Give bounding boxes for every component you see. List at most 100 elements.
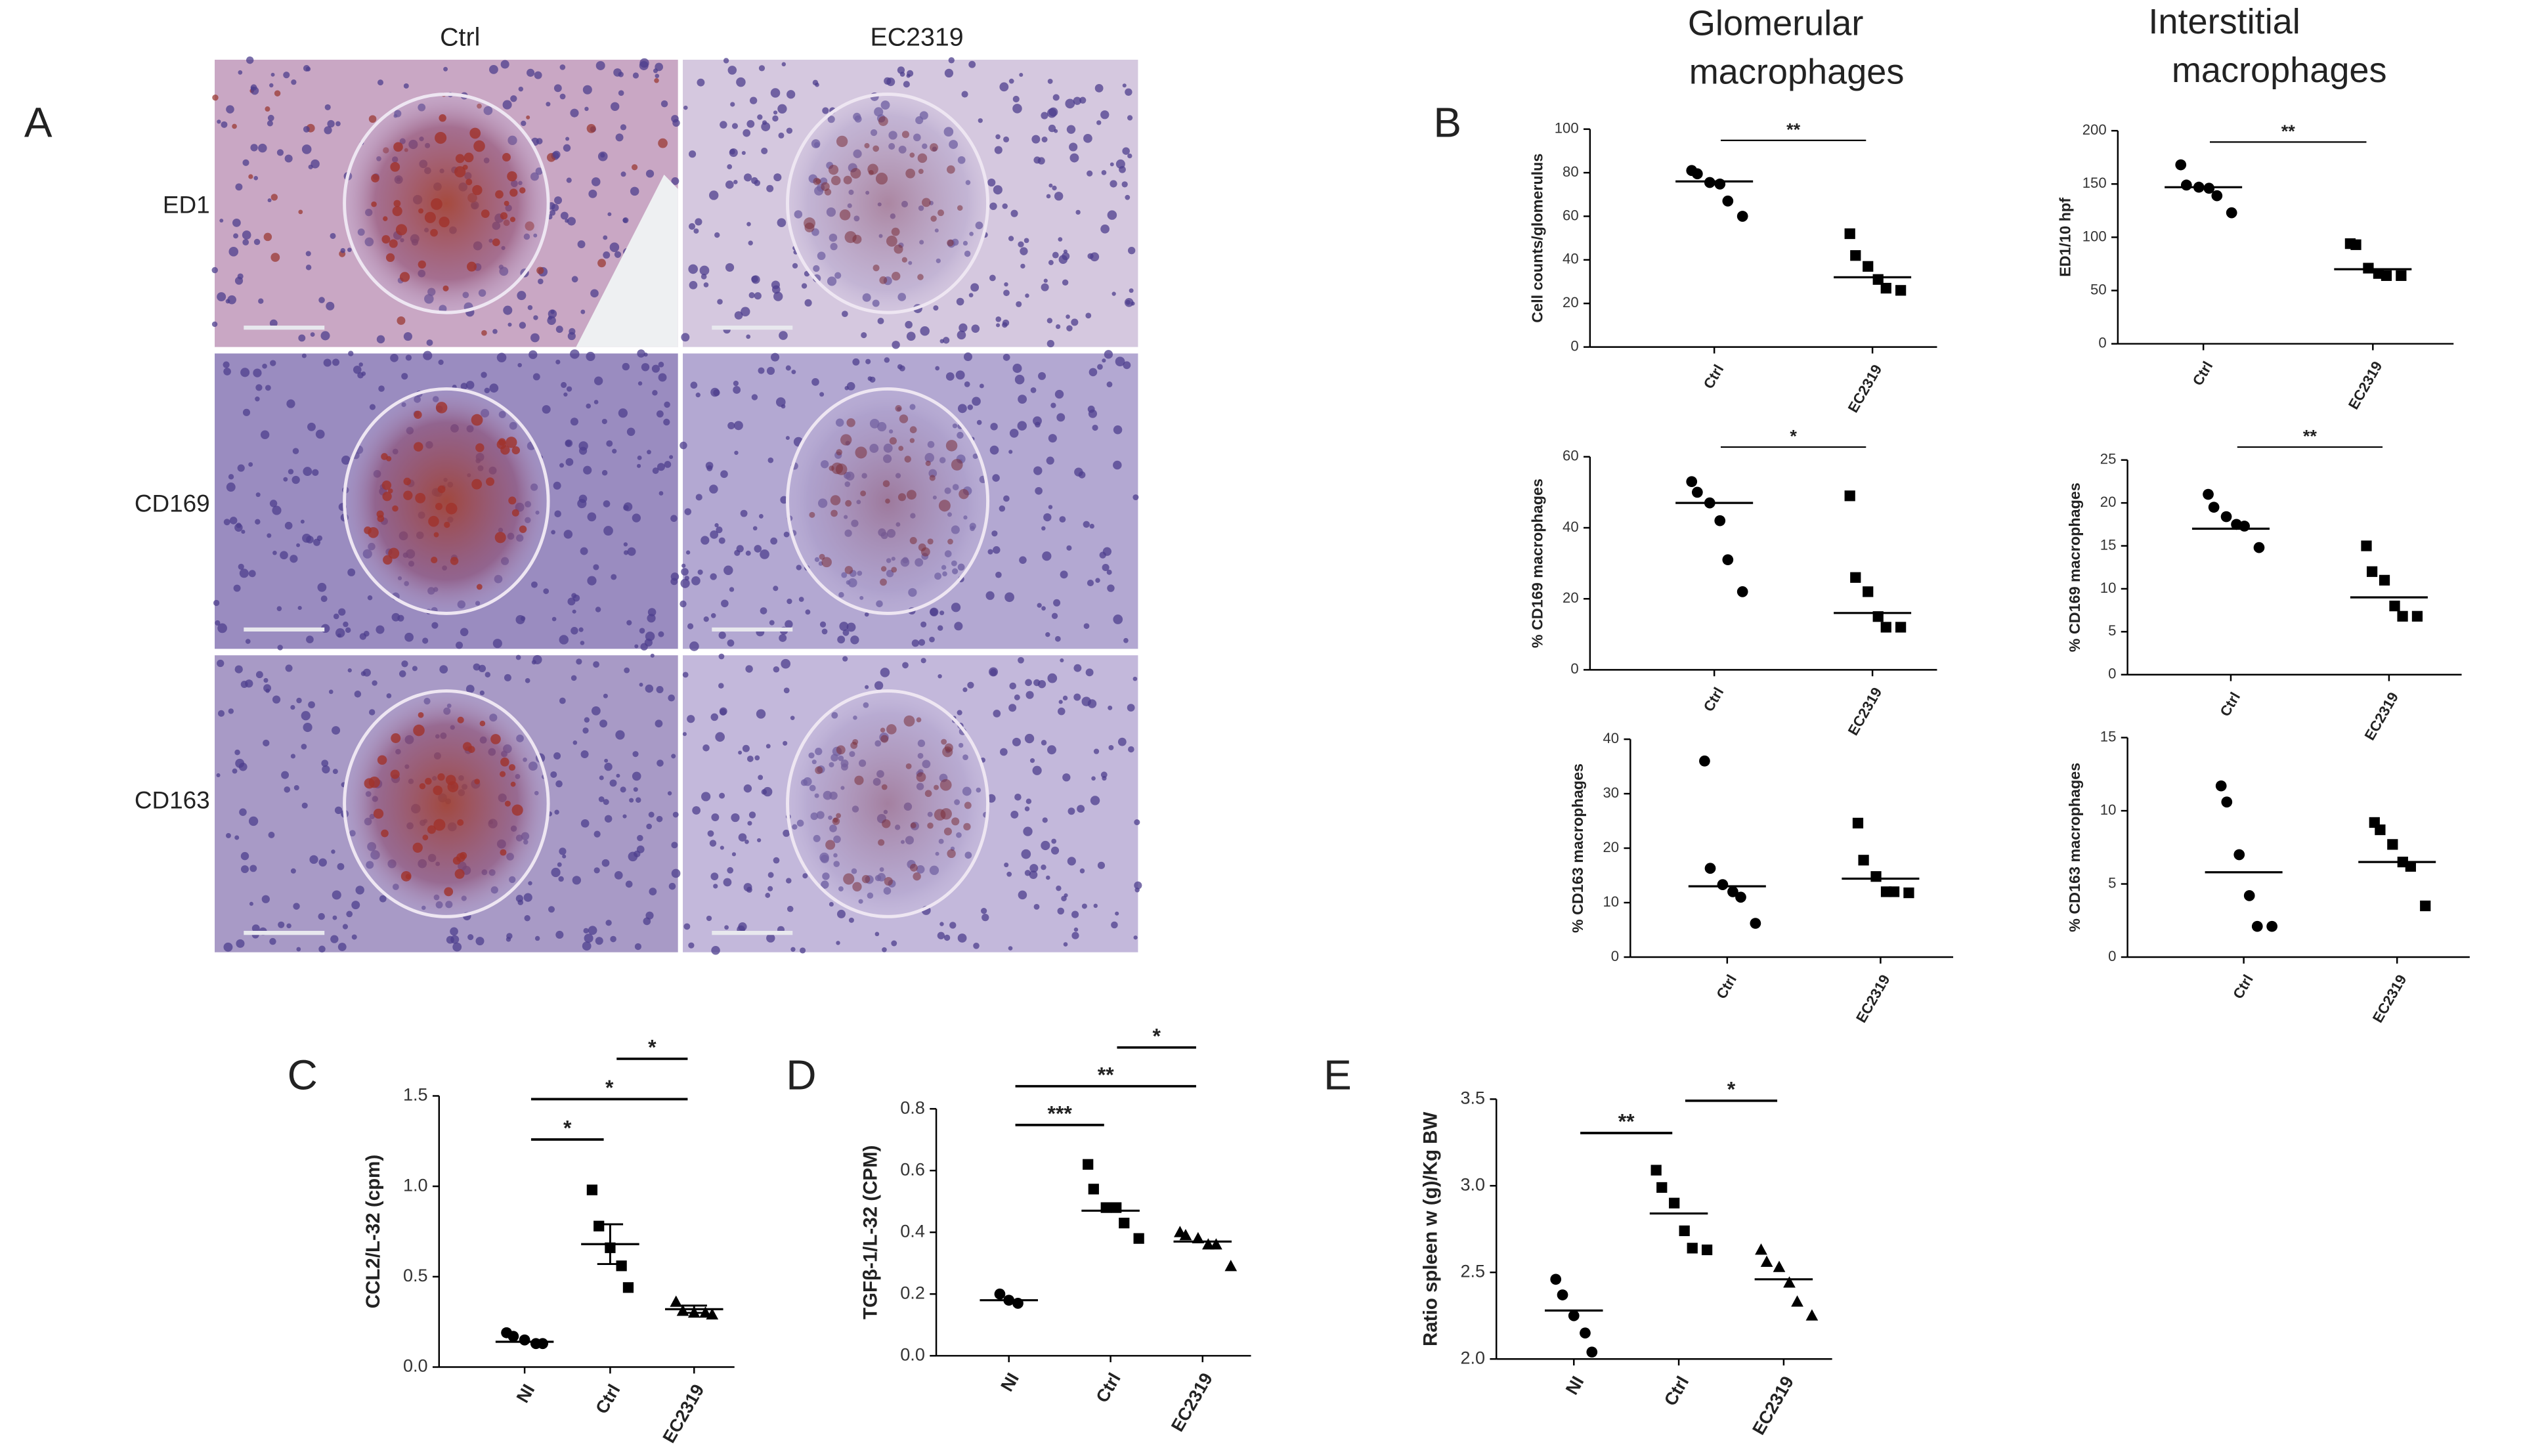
significance-label: ** [1098,1063,1114,1086]
nucleus [751,177,758,184]
nucleus [734,311,743,320]
stained-cell [845,500,852,507]
nucleus [773,586,779,591]
y-tick-label: 25 [2100,451,2117,467]
data-point [1895,285,1907,296]
nucleus [684,508,692,515]
stained-cell [502,153,511,161]
nucleus [989,445,999,455]
nucleus [772,115,779,122]
panel-label: D [786,1051,816,1098]
nucleus [309,855,318,864]
data-point [2253,542,2265,553]
nucleus [991,530,998,537]
nucleus [489,383,499,393]
nucleus [301,711,311,721]
nucleus [591,706,601,716]
stained-cell [941,739,947,745]
stained-cell [389,239,398,248]
nucleus [263,684,272,693]
nucleus [272,550,277,555]
nucleus [671,177,679,185]
data-point [2405,861,2416,872]
stained-cell [454,868,465,879]
data-point [616,1260,627,1272]
nucleus [637,463,641,468]
nucleus [846,622,856,632]
nucleus [622,814,627,819]
nucleus [1029,758,1035,763]
nucleus [502,100,512,110]
nucleus [534,71,542,79]
nucleus [1067,857,1076,866]
stained-cell [937,209,945,217]
nucleus [318,297,325,303]
stain-label: CD163 [135,787,210,814]
nucleus [555,326,563,333]
stained-cell [909,536,917,544]
nucleus [656,410,664,418]
nucleus [669,455,674,460]
nucleus [773,857,780,864]
stained-cell [882,819,891,828]
nucleus [632,751,639,758]
nucleus [634,850,641,858]
nucleus [979,383,984,389]
nucleus [551,867,561,878]
nucleus [533,315,538,320]
stained-cell [878,116,888,126]
data-point [1088,1184,1099,1195]
stained-cell [471,414,483,426]
nucleus [1051,838,1057,844]
nucleus [423,351,433,360]
nucleus [964,381,970,387]
nucleus [1069,142,1078,152]
nucleus [248,570,256,578]
nucleus [431,622,439,629]
data-point [1888,886,1900,897]
nucleus [1087,170,1093,177]
nucleus [1018,656,1024,664]
nucleus [729,587,735,592]
nucleus [554,809,559,815]
stained-cell [390,769,400,779]
nucleus [291,475,300,484]
nucleus [211,321,218,328]
nucleus [652,390,658,396]
data-point [1699,755,1710,767]
nucleus [235,183,243,191]
nucleus [255,384,263,391]
nucleus [630,186,639,196]
nucleus [683,923,691,930]
nucleus [1093,903,1098,909]
nucleus [1054,192,1064,201]
nucleus [281,771,290,779]
stained-cell [381,453,388,460]
nucleus [1037,603,1042,608]
nucleus [507,322,512,327]
nucleus [725,180,734,189]
nucleus [311,159,320,169]
stained-cell [506,437,517,448]
nucleus [685,550,691,555]
stained-cell [465,179,473,186]
nucleus [955,370,965,380]
nucleus [397,614,404,622]
nucleus [971,324,980,333]
nucleus [1071,931,1079,939]
nucleus [1020,247,1028,255]
nucleus [897,364,903,370]
nucleus [1083,521,1090,528]
nucleus [593,400,599,404]
dot-plot: 0 5 10 15 % CD163 macrophages Ctrl EC2319 [2066,728,2470,1025]
nucleus [1033,903,1040,910]
nucleus [542,405,551,414]
nucleus [761,122,771,131]
nucleus [534,935,540,941]
stained-cell [901,131,909,139]
nucleus [1107,584,1115,592]
nucleus [1066,325,1073,332]
nucleus [902,662,909,669]
stained-cell [905,168,915,179]
stained-cell [844,566,853,574]
